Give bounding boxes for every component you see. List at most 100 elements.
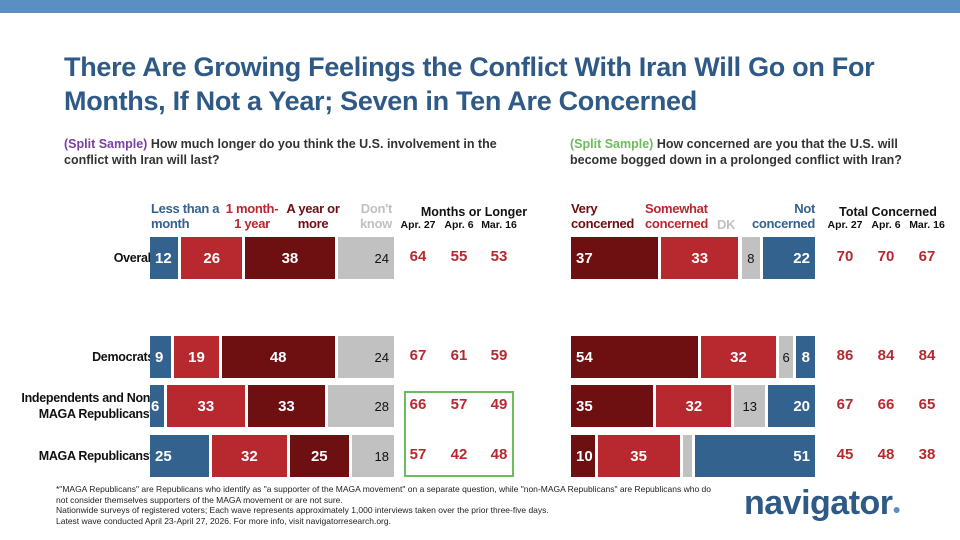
bar-segment: 13 xyxy=(734,385,765,427)
wave-header: Apr. 27 xyxy=(400,219,436,231)
bar-value-label: 10 xyxy=(576,447,593,465)
trend-value: 86 xyxy=(836,347,854,364)
trend-value: 67 xyxy=(918,248,936,265)
bar-segment: 28 xyxy=(328,385,394,427)
question-text: How concerned are you that the U.S. will… xyxy=(570,137,902,167)
bar-segment: 10 xyxy=(571,435,595,477)
bar-value-label: 51 xyxy=(793,447,810,465)
highlight-box xyxy=(404,391,514,477)
bar-value-label: 13 xyxy=(742,398,757,414)
navigator-logo: navigator● xyxy=(744,484,901,522)
footnote: *"MAGA Republicans" are Republicans who … xyxy=(56,484,716,526)
legend-very-concerned: Very concerned xyxy=(571,201,635,231)
trend-value: 42 xyxy=(450,446,468,463)
bar-segment: 26 xyxy=(181,237,243,279)
total-concerned-header: Total Concerned xyxy=(839,205,937,219)
bar-value-label: 38 xyxy=(281,249,299,267)
bar-segment: 8 xyxy=(741,237,761,279)
row-label: Independents and Non-MAGA Republicans* xyxy=(21,391,154,421)
trend-value: 59 xyxy=(490,347,508,364)
bar-value-label: 18 xyxy=(374,448,389,464)
bar-segment: 32 xyxy=(700,336,777,378)
trend-value: 48 xyxy=(877,446,895,463)
bar-value-label: 33 xyxy=(691,249,709,267)
bar-segment: 8 xyxy=(796,336,815,378)
bar-segment: 37 xyxy=(571,237,658,279)
bar-value-label: 35 xyxy=(576,397,593,415)
bar-segment: 25 xyxy=(289,435,349,477)
bar-segment xyxy=(682,435,693,477)
right-question: (Split Sample) How concerned are you tha… xyxy=(570,136,930,168)
bar-value-label: 32 xyxy=(730,348,747,366)
bar-segment: 51 xyxy=(695,435,815,477)
bar-value-label: 6 xyxy=(782,349,790,365)
legend-less-than-month: Less than a month xyxy=(151,201,220,231)
split-sample-tag: (Split Sample) xyxy=(570,137,654,151)
trend-value: 65 xyxy=(918,396,936,413)
page-title: There Are Growing Feelings the Conflict … xyxy=(64,52,875,116)
left-question: (Split Sample) How much longer do you th… xyxy=(64,136,534,168)
row-label: Overall xyxy=(113,251,155,265)
legend-not-concerned: Not concerned xyxy=(751,201,815,231)
bar-segment: 24 xyxy=(337,237,394,279)
bar-segment: 32 xyxy=(211,435,287,477)
trend-value: 67 xyxy=(409,347,427,364)
row-label: MAGA Republicans* xyxy=(38,449,155,463)
bar-value-label: 12 xyxy=(155,249,172,267)
wave-header: Apr. 6 xyxy=(871,219,901,231)
wave-header: Mar. 16 xyxy=(909,219,945,231)
wave-header: Apr. 27 xyxy=(827,219,863,231)
bar-segment: 20 xyxy=(768,385,815,427)
bar-value-label: 48 xyxy=(269,348,287,366)
split-sample-tag: (Split Sample) xyxy=(64,137,148,151)
bar-value-label: 32 xyxy=(685,397,703,415)
bar-value-label: 25 xyxy=(155,447,172,465)
bar-value-label: 8 xyxy=(801,348,810,366)
footnote-method: Nationwide surveys of registered voters;… xyxy=(56,505,549,515)
bar-segment: 33 xyxy=(247,385,326,427)
row-label: Democrats xyxy=(92,350,154,364)
bar-segment: 9 xyxy=(150,336,172,378)
question-text: How much longer do you think the U.S. in… xyxy=(64,137,497,167)
bar-segment: 19 xyxy=(174,336,219,378)
months-or-longer-header: Months or Longer xyxy=(420,205,528,219)
bar-value-label: 33 xyxy=(197,397,215,415)
trend-value: 84 xyxy=(877,347,895,364)
bar-segment: 38 xyxy=(245,237,335,279)
legend-year-or-more: A year or more xyxy=(286,201,340,231)
bar-segment: 48 xyxy=(221,336,335,378)
legend-1-month-1-year: 1 month- 1 year xyxy=(225,201,279,231)
bar-value-label: 19 xyxy=(188,348,205,366)
bar-segment: 18 xyxy=(351,435,394,477)
bar-value-label: 22 xyxy=(793,249,810,267)
bar-value-label: 28 xyxy=(374,398,389,414)
bar-value-label: 24 xyxy=(374,250,389,266)
bar-segment: 12 xyxy=(150,237,179,279)
logo-text: navigator xyxy=(744,484,893,522)
footnote-wave: Latest wave conducted April 23-April 27,… xyxy=(56,515,391,526)
bar-segment: 25 xyxy=(150,435,209,477)
bar-value-label: 24 xyxy=(374,349,389,365)
wave-header: Mar. 16 xyxy=(481,219,517,231)
trend-value: 57 xyxy=(409,446,427,463)
trend-value: 49 xyxy=(490,396,508,413)
footnote-maga: *"MAGA Republicans" are Republicans who … xyxy=(56,484,712,505)
trend-value: 66 xyxy=(409,396,427,413)
legend-dont-know: Don't know xyxy=(359,201,392,231)
bar-segment: 32 xyxy=(656,385,732,427)
bar-segment: 54 xyxy=(571,336,698,378)
bar-segment: 35 xyxy=(571,385,654,427)
bar-segment: 33 xyxy=(660,237,739,279)
legend-dk: DK xyxy=(717,217,736,232)
bar-segment: 24 xyxy=(337,336,394,378)
trend-value: 67 xyxy=(836,396,854,413)
trend-value: 38 xyxy=(918,446,936,463)
bar-value-label: 8 xyxy=(747,250,755,266)
bar-value-label: 6 xyxy=(151,397,160,415)
trend-value: 53 xyxy=(490,248,508,265)
bar-value-label: 32 xyxy=(241,447,258,465)
trend-value: 61 xyxy=(450,347,468,364)
bar-value-label: 35 xyxy=(630,447,647,465)
trend-value: 57 xyxy=(450,396,468,413)
bar-value-label: 37 xyxy=(576,249,593,267)
